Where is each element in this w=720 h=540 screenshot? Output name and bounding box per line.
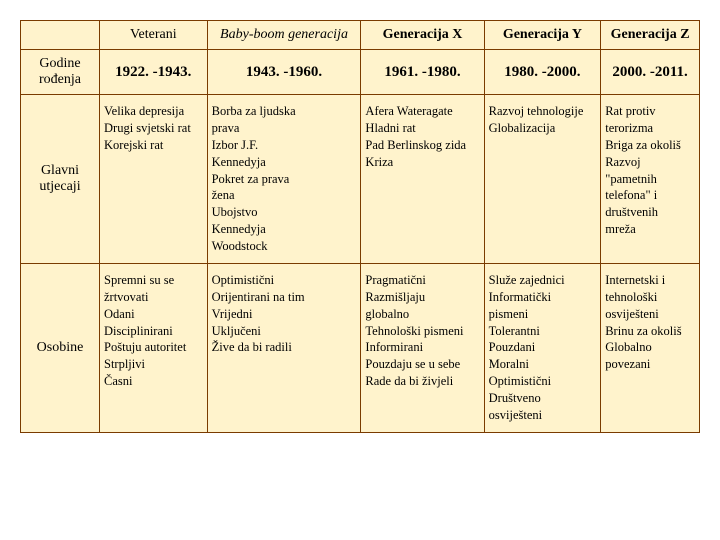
years-veterani: 1922. -1943. (100, 50, 208, 95)
influences-geny: Razvoj tehnologije Globalizacija (484, 95, 601, 264)
row-header-osobine: Osobine (21, 263, 100, 432)
influences-babyboom: Borba za ljudska prava Izbor J.F. Kenned… (207, 95, 361, 264)
corner-cell (21, 21, 100, 50)
years-row: Godine rođenja 1922. -1943. 1943. -1960.… (21, 50, 700, 95)
traits-row: Osobine Spremni su se žrtvovati Odani Di… (21, 263, 700, 432)
row-header-utjecaji: Glavni utjecaji (21, 95, 100, 264)
header-row: Veterani Baby-boom generacija Generacija… (21, 21, 700, 50)
influences-genz: Rat protiv terorizma Briga za okoliš Raz… (601, 95, 700, 264)
influences-genx: Afera Wateragate Hladni rat Pad Berlinsk… (361, 95, 484, 264)
years-genx: 1961. -1980. (361, 50, 484, 95)
col-header-veterani: Veterani (100, 21, 208, 50)
traits-geny: Služe zajednici Informatički pismeni Tol… (484, 263, 601, 432)
row-header-godine: Godine rođenja (21, 50, 100, 95)
col-header-genx: Generacija X (361, 21, 484, 50)
traits-babyboom: Optimistični Orijentirani na tim Vrijedn… (207, 263, 361, 432)
generations-table: Veterani Baby-boom generacija Generacija… (20, 20, 700, 433)
traits-genx: Pragmatični Razmišljaju globalno Tehnolo… (361, 263, 484, 432)
years-genz: 2000. -2011. (601, 50, 700, 95)
influences-row: Glavni utjecaji Velika depresija Drugi s… (21, 95, 700, 264)
col-header-geny: Generacija Y (484, 21, 601, 50)
col-header-genz: Generacija Z (601, 21, 700, 50)
influences-veterani: Velika depresija Drugi svjetski rat Kore… (100, 95, 208, 264)
traits-veterani: Spremni su se žrtvovati Odani Disciplini… (100, 263, 208, 432)
years-babyboom: 1943. -1960. (207, 50, 361, 95)
col-header-babyboom: Baby-boom generacija (207, 21, 361, 50)
years-geny: 1980. -2000. (484, 50, 601, 95)
traits-genz: Internetski i tehnološki osviješteni Bri… (601, 263, 700, 432)
